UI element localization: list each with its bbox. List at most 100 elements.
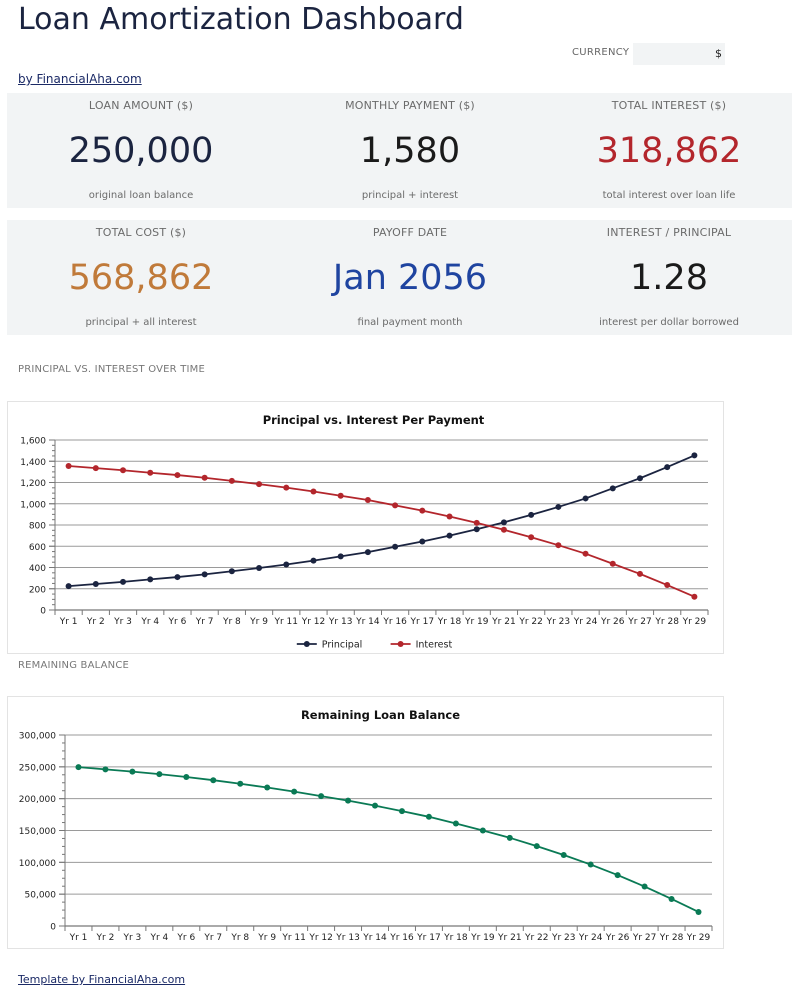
section-label-principal-interest: PRINCIPAL VS. INTEREST OVER TIME <box>18 364 206 375</box>
data-point-interest <box>691 593 698 600</box>
data-point-principal <box>609 485 616 492</box>
data-point-interest <box>609 560 616 567</box>
data-point-balance <box>479 827 486 834</box>
x-tick-label: Yr 7 <box>203 933 222 943</box>
x-tick-label: Yr 8 <box>222 617 241 627</box>
data-point-principal <box>120 578 127 585</box>
chart-svg: Remaining Loan Balance 0 50,000 100,000 150,… <box>19 708 713 943</box>
data-point-principal <box>582 495 589 502</box>
chart-svg: Principal vs. Interest Per Payment 0 200 40… <box>20 413 709 651</box>
kpi-label: TOTAL INTEREST ($) <box>611 99 727 112</box>
data-point-interest <box>201 474 208 481</box>
x-tick-label: Yr 12 <box>301 617 326 627</box>
data-point-balance <box>129 768 136 775</box>
kpi-loan-amount: LOAN AMOUNT ($) 250,000 original loan ba… <box>10 93 272 208</box>
x-tick-label: Yr 2 <box>86 617 105 627</box>
kpi-label: INTEREST / PRINCIPAL <box>606 226 732 239</box>
legend-item-principal: Principal <box>296 640 362 651</box>
data-point-balance <box>452 820 459 827</box>
y-tick-label: 400 <box>29 564 46 574</box>
chart-remaining-balance: Remaining Loan Balance 0 50,000 100,000 150,… <box>7 696 724 949</box>
data-point-balance <box>425 813 432 820</box>
data-point-interest <box>392 502 399 509</box>
kpi-value: 568,862 <box>68 258 214 298</box>
chart-principal-interest: Principal vs. Interest Per Payment 0 200 40… <box>7 401 724 654</box>
data-point-interest <box>500 526 507 533</box>
data-point-principal <box>555 503 562 510</box>
kpi-subtext: principal + interest <box>361 190 459 201</box>
x-tick-label: Yr 2 <box>96 933 115 943</box>
data-point-balance <box>668 895 675 902</box>
chart-title: Principal vs. Interest Per Payment <box>263 413 485 427</box>
kpi-total-cost: TOTAL COST ($) 568,862 principal + all i… <box>10 220 272 335</box>
y-tick-label: 1,400 <box>20 458 46 468</box>
x-tick-label: Yr 24 <box>578 933 603 943</box>
data-point-interest <box>473 519 480 526</box>
data-point-principal <box>337 553 344 560</box>
kpi-value: 318,862 <box>596 131 742 171</box>
kpi-subtext: total interest over loan life <box>602 190 736 201</box>
kpi-panel-bottom: TOTAL COST ($) 568,862 principal + all i… <box>7 220 792 335</box>
data-point-balance <box>237 780 244 787</box>
x-tick-label: Yr 12 <box>308 933 333 943</box>
x-tick-label: Yr 3 <box>113 617 132 627</box>
x-tick-label: Yr 23 <box>546 617 571 627</box>
x-tick-label: Yr 9 <box>249 617 268 627</box>
data-point-interest <box>582 550 589 557</box>
kpi-monthly-payment: MONTHLY PAYMENT ($) 1,580 principal + in… <box>279 93 541 208</box>
data-point-principal <box>636 475 643 482</box>
data-point-principal <box>500 519 507 526</box>
kpi-label: TOTAL COST ($) <box>95 226 187 239</box>
data-point-principal <box>528 511 535 518</box>
data-point-balance <box>587 861 594 868</box>
data-point-principal <box>65 583 72 590</box>
kpi-subtext: interest per dollar borrowed <box>599 317 739 328</box>
page-title: Loan Amortization Dashboard <box>18 2 464 37</box>
currency-input[interactable]: $ <box>633 43 725 65</box>
legend-item-interest: Interest <box>390 640 452 651</box>
x-tick-label: Yr 9 <box>257 933 276 943</box>
kpi-payoff-date: PAYOFF DATE Jan 2056 final payment month <box>279 220 541 335</box>
kpi-interest-principal: INTEREST / PRINCIPAL 1.28 interest per d… <box>538 220 800 335</box>
data-point-principal <box>473 526 480 533</box>
x-tick-label: Yr 23 <box>551 933 576 943</box>
x-tick-label: Yr 13 <box>328 617 353 627</box>
data-point-balance <box>183 774 190 781</box>
x-tick-label: Yr 28 <box>654 617 679 627</box>
y-tick-label: 1,600 <box>20 437 46 447</box>
footer-link[interactable]: Template by FinancialAha.com <box>18 973 186 986</box>
data-point-balance <box>641 883 648 890</box>
y-tick-label: 150,000 <box>19 827 56 837</box>
x-tick-label: Yr 6 <box>168 617 187 627</box>
x-tick-label: Yr 19 <box>470 933 495 943</box>
x-tick-label: Yr 24 <box>573 617 598 627</box>
data-point-balance <box>210 777 217 784</box>
kpi-value: 1.28 <box>630 258 708 298</box>
data-point-interest <box>92 465 99 472</box>
data-point-principal <box>392 543 399 550</box>
chart-title: Remaining Loan Balance <box>301 708 460 722</box>
x-tick-label: Yr 4 <box>140 617 159 627</box>
byline-link[interactable]: by FinancialAha.com <box>18 72 142 86</box>
data-point-balance <box>506 834 513 841</box>
data-point-balance <box>398 808 405 815</box>
x-tick-label: Yr 1 <box>69 933 88 943</box>
data-point-principal <box>147 576 154 583</box>
x-tick-label: Yr 26 <box>600 617 625 627</box>
data-point-principal <box>364 549 371 556</box>
kpi-subtext: final payment month <box>357 317 463 328</box>
y-tick-label: 200 <box>29 585 46 595</box>
series-line-interest <box>68 465 695 598</box>
kpi-subtext: original loan balance <box>88 190 194 201</box>
x-tick-label: Yr 18 <box>437 617 462 627</box>
y-tick-label: 250,000 <box>19 763 56 773</box>
x-tick-label: Yr 8 <box>230 933 249 943</box>
data-point-principal <box>92 580 99 587</box>
data-point-balance <box>102 766 109 773</box>
x-tick-label: Yr 13 <box>335 933 360 943</box>
x-tick-label: Yr 16 <box>389 933 414 943</box>
data-point-interest <box>337 492 344 499</box>
x-tick-label: Yr 4 <box>149 933 168 943</box>
data-point-interest <box>419 507 426 514</box>
x-tick-label: Yr 27 <box>627 617 652 627</box>
